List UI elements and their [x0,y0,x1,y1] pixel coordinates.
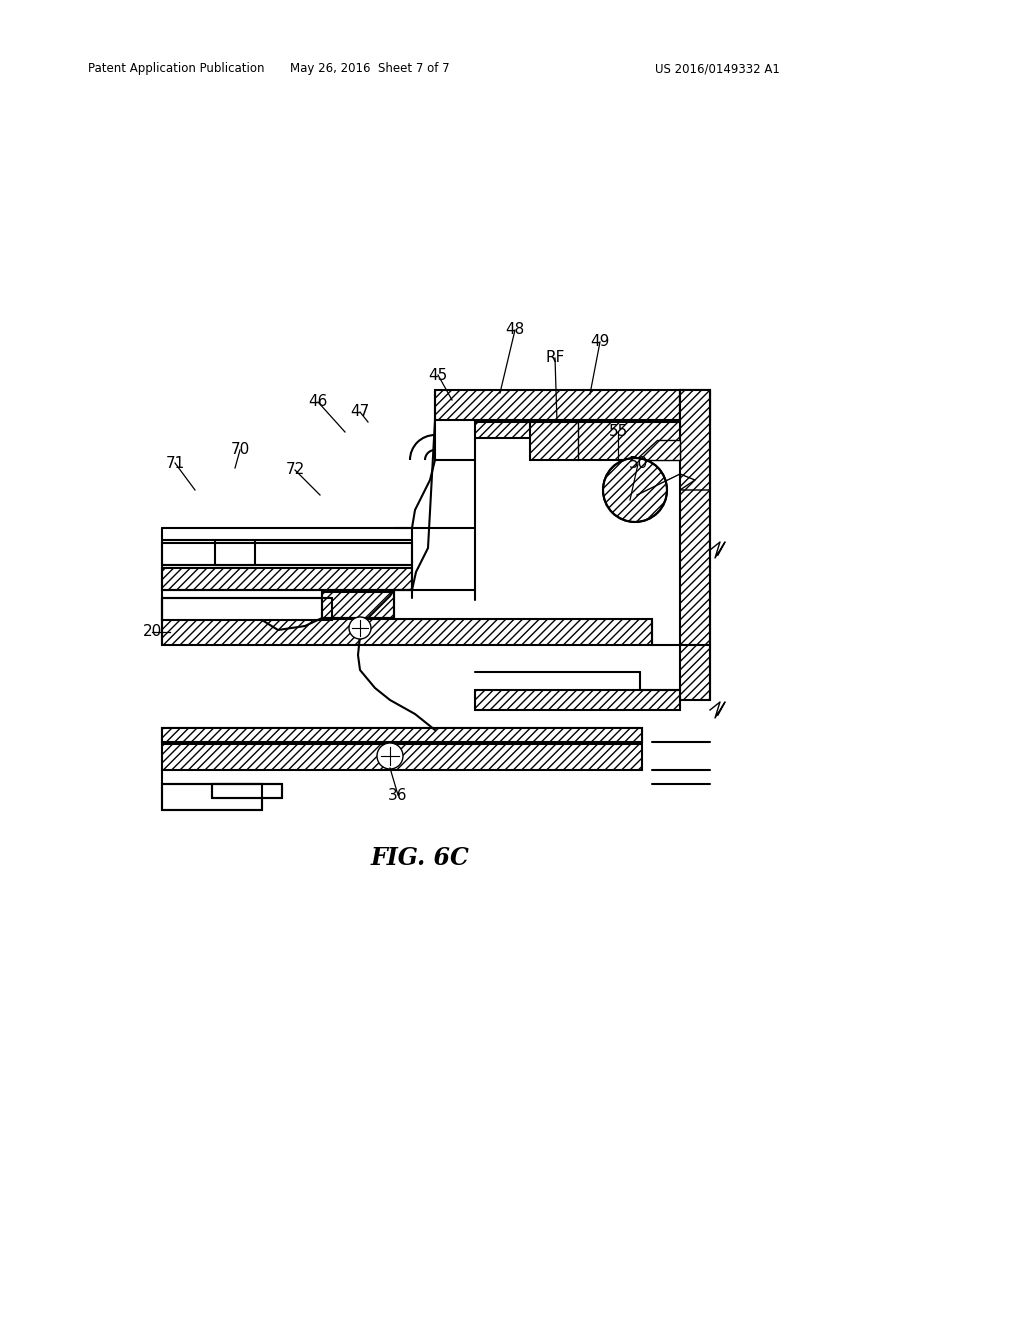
Circle shape [377,743,403,770]
Bar [162,598,332,620]
Bar [162,619,652,645]
Bar [530,422,680,459]
Text: RF: RF [546,351,564,366]
Text: 47: 47 [350,404,370,420]
Bar [435,389,680,420]
Circle shape [603,458,667,521]
Polygon shape [635,440,680,459]
Text: 50: 50 [629,457,647,471]
Bar [322,591,394,618]
Bar [475,422,650,438]
Text: US 2016/0149332 A1: US 2016/0149332 A1 [655,62,780,75]
Text: Patent Application Publication: Patent Application Publication [88,62,264,75]
Text: 49: 49 [590,334,609,350]
Text: 70: 70 [230,442,250,458]
Bar [162,543,412,565]
Text: 45: 45 [428,367,447,383]
Bar [162,729,642,742]
Text: 46: 46 [308,395,328,409]
Text: May 26, 2016  Sheet 7 of 7: May 26, 2016 Sheet 7 of 7 [290,62,450,75]
Bar [215,543,255,565]
Text: 72: 72 [286,462,304,478]
Bar [212,784,282,799]
Text: FIG. 6C: FIG. 6C [371,846,469,870]
Bar [162,784,262,810]
Bar [162,568,412,590]
Text: 20: 20 [142,624,162,639]
Bar [162,729,642,742]
Text: 55: 55 [608,425,628,440]
Text: 48: 48 [506,322,524,338]
Text: 36: 36 [388,788,408,803]
Bar [475,690,680,710]
Bar [680,389,710,420]
Bar [680,389,710,700]
Text: 71: 71 [165,455,184,470]
Bar [162,744,642,770]
Circle shape [349,616,371,639]
